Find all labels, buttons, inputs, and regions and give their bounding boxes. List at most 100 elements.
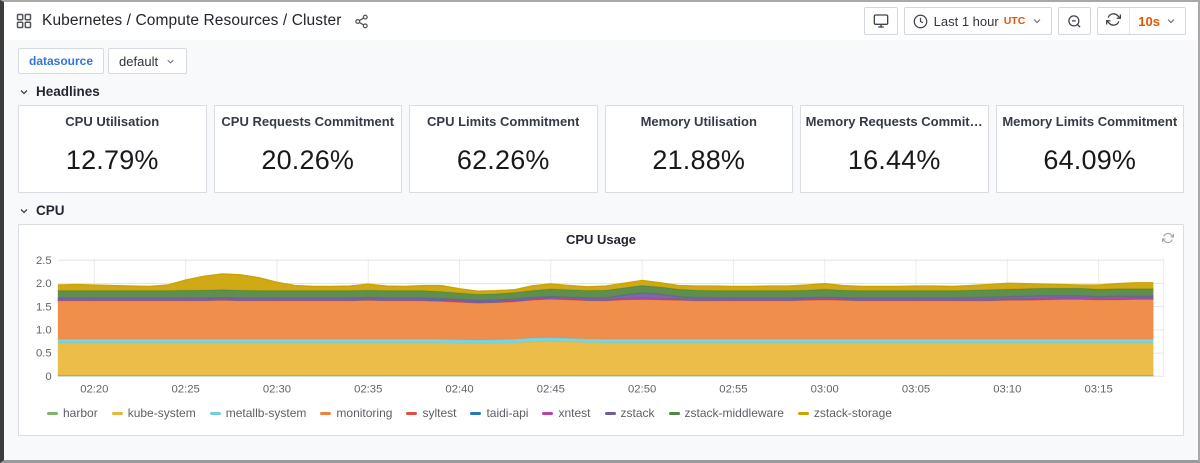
legend-swatch (604, 411, 616, 415)
legend-label: zstack-middleware (684, 406, 784, 420)
dashboard-header: Kubernetes / Compute Resources / Cluster (4, 2, 1198, 40)
legend-item-kube-system[interactable]: kube-system (111, 406, 196, 420)
legend-label: monitoring (336, 406, 393, 420)
y-axis-tick-label: 0 (45, 371, 51, 383)
stat-panel-cpu-limits-commitment: CPU Limits Commitment 62.26% (409, 105, 598, 193)
refresh-icon (1106, 12, 1122, 30)
datasource-variable-picker[interactable]: default (108, 48, 188, 74)
series-area-monitoring (57, 298, 1154, 341)
stat-panel-title: CPU Requests Commitment (221, 114, 395, 129)
legend-item-monitoring[interactable]: monitoring (320, 406, 392, 420)
series-line-metallb-system (57, 336, 1154, 341)
section-header-cpu[interactable]: CPU (18, 203, 1184, 218)
stat-panel-memory-requests-commitment: Memory Requests Commitm... 16.44% (800, 105, 989, 193)
tv-mode-button[interactable] (863, 7, 898, 35)
stat-panel-memory-utilisation: Memory Utilisation 21.88% (604, 105, 793, 193)
variables-submenu: datasource default (4, 40, 1198, 74)
zoom-out-button[interactable] (1058, 7, 1092, 35)
legend-label: xntest (558, 406, 591, 420)
x-axis-tick-label: 02:25 (172, 384, 200, 396)
zoom-out-icon (1067, 14, 1082, 29)
datasource-variable-value: default (119, 53, 159, 69)
headlines-stats-row: CPU Utilisation 12.79% CPU Requests Comm… (18, 105, 1184, 193)
legend-label: kube-system (127, 406, 196, 420)
legend-swatch (797, 411, 809, 415)
x-axis-tick-label: 02:40 (445, 384, 473, 396)
refresh-interval-label: 10s (1138, 13, 1160, 29)
legend-swatch (209, 411, 221, 415)
legend-item-syltest[interactable]: syltest (406, 406, 456, 420)
cpu-usage-chart[interactable]: 0 0.5 1.0 1.5 2.0 2.5 02:20 02:25 02:30 02:35 02:4… (25, 251, 1177, 403)
legend-swatch (470, 411, 482, 415)
y-axis-tick-label: 2.0 (36, 278, 52, 290)
legend-label: taidi-api (486, 406, 529, 420)
series-area-metallb-system (57, 337, 1154, 344)
series-area-zstack-middleware (57, 285, 1154, 301)
chevron-down-icon (1031, 15, 1043, 27)
stat-panel-title: CPU Utilisation (65, 114, 160, 129)
x-axis-tick-label: 02:30 (263, 384, 291, 396)
legend-label: harbor (63, 406, 98, 420)
clock-icon (913, 14, 928, 29)
legend-item-xntest[interactable]: xntest (542, 406, 591, 420)
legend-item-metallb-system[interactable]: metallb-system (209, 406, 306, 420)
section-title: Headlines (36, 84, 100, 99)
x-axis-tick-label: 03:15 (1085, 384, 1113, 396)
legend-item-zstack-storage[interactable]: zstack-storage (797, 406, 892, 420)
cpu-usage-legend: harbor kube-system metallb-system monitorin… (25, 403, 1177, 420)
dashboard-toolbar: Last 1 hour UTC (863, 7, 1186, 35)
x-axis-tick-label: 03:00 (811, 384, 839, 396)
x-axis-tick-label: 03:10 (993, 384, 1021, 396)
legend-item-zstack-middleware[interactable]: zstack-middleware (668, 406, 784, 420)
legend-swatch (47, 411, 58, 415)
legend-item-taidi-api[interactable]: taidi-api (470, 406, 528, 420)
legend-label: syltest (422, 406, 457, 420)
stat-panel-value: 21.88% (652, 145, 746, 175)
stat-panel-title: Memory Limits Commitment (1002, 114, 1178, 129)
legend-label: zstack-storage (813, 406, 892, 420)
legend-label: zstack (620, 406, 655, 420)
panel-refresh-icon[interactable] (1162, 232, 1174, 244)
time-range-picker[interactable]: Last 1 hour UTC (903, 7, 1053, 35)
legend-swatch (111, 411, 123, 415)
legend-item-harbor[interactable]: harbor (47, 406, 98, 420)
stat-panel-cpu-requests-commitment: CPU Requests Commitment 20.26% (213, 105, 402, 193)
x-axis-tick-label: 03:05 (902, 384, 930, 396)
refresh-picker: 10s (1097, 7, 1186, 35)
legend-swatch (406, 411, 418, 415)
x-axis-tick-label: 02:45 (537, 384, 565, 396)
legend-swatch (668, 411, 680, 415)
x-axis-tick-label: 02:55 (719, 384, 747, 396)
stat-panel-value: 20.26% (261, 145, 355, 175)
stat-panel-value: 12.79% (65, 145, 159, 175)
cpu-usage-panel: CPU Usage 0 0.5 1.0 1.5 2.0 2.5 02:20 02:25 02:3… (18, 224, 1184, 436)
stat-panel-title: Memory Utilisation (640, 114, 757, 129)
legend-swatch (542, 411, 554, 415)
y-axis-tick-label: 0.5 (36, 348, 52, 360)
refresh-interval-picker[interactable]: 10s (1130, 8, 1185, 34)
divider (1129, 8, 1131, 34)
series-area-kube-system (57, 341, 1154, 376)
datasource-variable-label: datasource (18, 48, 105, 74)
chevron-down-icon (165, 56, 176, 67)
series-area-zstack-storage (57, 273, 1154, 295)
refresh-button[interactable] (1098, 8, 1129, 34)
monitor-icon (873, 13, 889, 29)
chevron-down-icon (18, 205, 30, 217)
stat-panel-title: CPU Limits Commitment (427, 114, 580, 129)
share-dashboard-icon[interactable] (354, 14, 369, 29)
stat-panel-value: 62.26% (456, 145, 550, 175)
stat-panel-cpu-utilisation: CPU Utilisation 12.79% (18, 105, 207, 193)
y-axis-tick-label: 1.0 (36, 324, 52, 336)
stat-panel-title: Memory Requests Commitm... (805, 114, 983, 129)
legend-item-zstack[interactable]: zstack (604, 406, 655, 420)
legend-swatch (320, 411, 332, 415)
y-axis-tick-label: 1.5 (36, 301, 52, 313)
chevron-down-icon (18, 86, 30, 98)
dashboards-grid-icon[interactable] (16, 13, 32, 29)
section-title: CPU (36, 203, 65, 218)
stat-panel-value: 16.44% (847, 145, 941, 175)
chevron-down-icon (1165, 15, 1177, 27)
section-header-headlines[interactable]: Headlines (18, 84, 1184, 99)
time-range-label: Last 1 hour (933, 13, 999, 29)
